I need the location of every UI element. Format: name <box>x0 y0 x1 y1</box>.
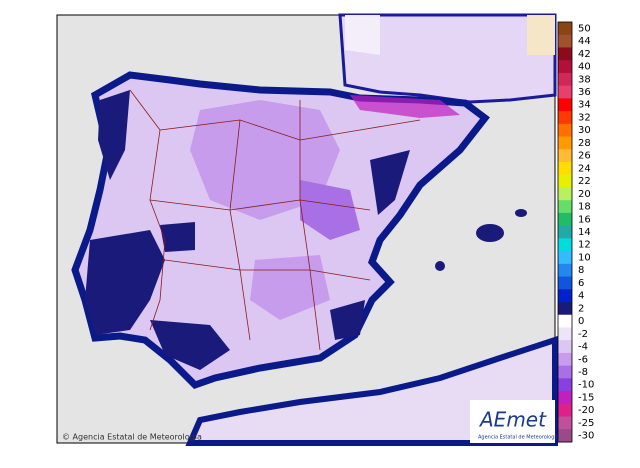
legend-label: 24 <box>578 163 591 174</box>
legend-label: 32 <box>578 112 591 123</box>
legend-label: -8 <box>578 367 588 378</box>
legend-label: -6 <box>578 354 588 365</box>
legend-label: 4 <box>578 291 584 302</box>
color-swatch <box>558 47 572 61</box>
legend-label: 26 <box>578 151 591 162</box>
color-swatch <box>558 212 572 227</box>
legend-label: 50 <box>578 23 591 34</box>
color-swatch <box>558 403 572 418</box>
color-swatch <box>558 327 572 341</box>
warm-area <box>85 230 165 335</box>
color-swatch <box>558 302 572 316</box>
color-swatch <box>558 136 572 150</box>
iberia <box>71 71 490 390</box>
logo-box <box>470 400 555 443</box>
legend-label: 30 <box>578 125 591 136</box>
color-swatch <box>558 340 572 354</box>
legend-label: 0 <box>578 316 584 327</box>
color-swatch <box>558 60 572 74</box>
legend-label: 44 <box>578 36 591 47</box>
africa <box>185 335 558 446</box>
color-swatch <box>558 276 572 290</box>
legend-label: 40 <box>578 62 591 73</box>
legend-label: -10 <box>578 380 594 391</box>
color-swatch <box>558 289 572 303</box>
france-light <box>345 15 380 55</box>
legend-label: 2 <box>578 303 584 314</box>
color-swatch <box>558 429 572 443</box>
legend-label: -2 <box>578 329 588 340</box>
color-swatch <box>558 365 572 379</box>
warm-area <box>98 90 130 180</box>
color-swatch <box>558 200 572 214</box>
colorbar: 5044424038363432302826242220181614121086… <box>557 21 594 443</box>
warm-area <box>370 150 410 215</box>
color-swatch <box>558 225 572 239</box>
legend-label: -4 <box>578 342 588 353</box>
color-swatch <box>558 352 572 367</box>
legend-label: 34 <box>578 100 591 111</box>
color-swatch <box>558 149 572 163</box>
color-swatch <box>558 314 572 328</box>
pyrenees-cold <box>350 95 460 118</box>
legend-label: 14 <box>578 227 591 238</box>
color-swatch <box>558 187 572 201</box>
cold-area <box>300 180 360 240</box>
menorca <box>515 209 527 217</box>
logo-subtitle: Agencia Estatal de Meteorología <box>478 434 559 441</box>
color-swatch <box>558 416 572 430</box>
legend-label: 12 <box>578 240 591 251</box>
legend-label: 16 <box>578 214 591 225</box>
legend-label: 22 <box>578 176 591 187</box>
warm-area <box>160 222 195 252</box>
color-swatch <box>558 85 572 99</box>
mallorca <box>476 224 504 242</box>
color-swatch <box>558 251 572 265</box>
legend-label: 6 <box>578 278 584 289</box>
legend-label: 20 <box>578 189 591 200</box>
legend-label: -25 <box>578 418 594 429</box>
color-swatch <box>558 72 572 87</box>
legend-label: -20 <box>578 405 594 416</box>
ibiza <box>435 261 445 271</box>
borders <box>129 89 421 351</box>
copyright: © Agencia Estatal de Meteorología <box>62 433 202 442</box>
legend-label: 36 <box>578 87 591 98</box>
legend-label: -15 <box>578 392 594 403</box>
legend-label: 38 <box>578 74 591 85</box>
colorbar-frame <box>557 21 573 443</box>
color-swatch <box>558 98 572 112</box>
legend-label: 28 <box>578 138 591 149</box>
logo-name: AEmet <box>478 408 547 432</box>
legend-label: -30 <box>578 431 594 442</box>
legend-label: 42 <box>578 49 591 60</box>
warm-area <box>330 300 365 340</box>
legend-label: 18 <box>578 202 591 213</box>
color-swatch <box>558 162 572 176</box>
color-swatch <box>558 123 572 138</box>
color-swatch <box>558 391 572 405</box>
color-swatch <box>558 238 572 252</box>
warm-area <box>150 320 230 370</box>
color-swatch <box>558 263 572 278</box>
legend-label: 8 <box>578 265 584 276</box>
legend-label: 10 <box>578 252 591 263</box>
color-swatch <box>558 34 572 48</box>
color-swatch <box>558 22 572 36</box>
color-swatch <box>558 174 572 188</box>
alps <box>527 15 555 55</box>
color-swatch <box>558 111 572 125</box>
color-swatch <box>558 378 572 392</box>
